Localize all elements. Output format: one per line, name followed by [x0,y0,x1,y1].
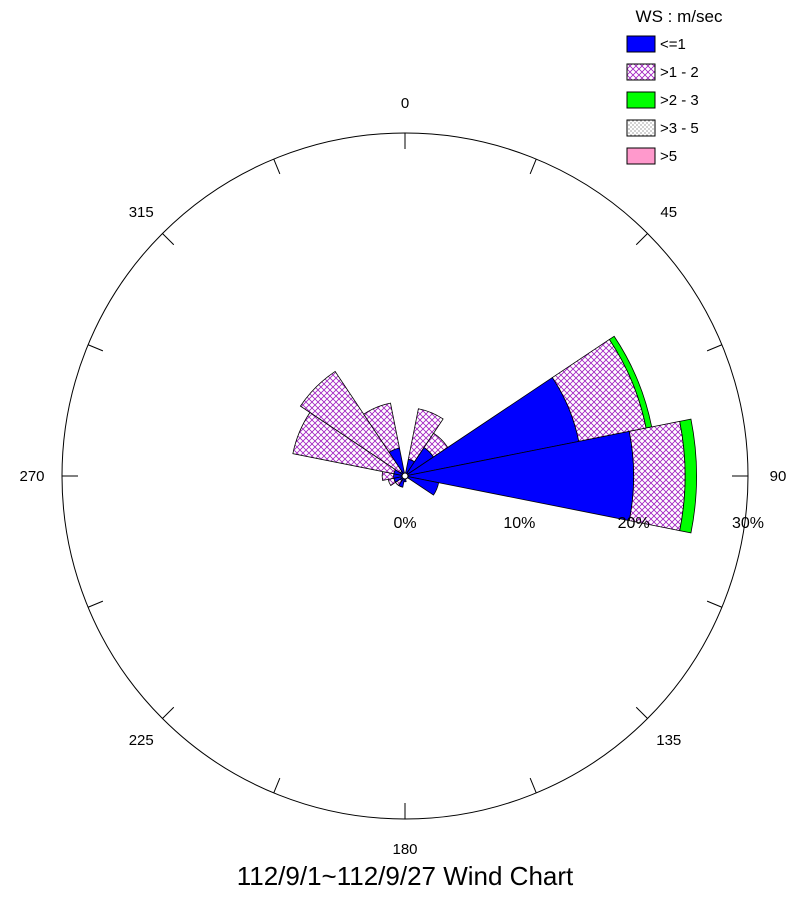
tick-mark [273,158,281,175]
sector-segment [299,370,403,474]
tick-marks [62,133,748,819]
tick-mark [87,344,104,352]
sector-group [292,335,697,534]
direction-labels: 0 45 90 135 180 225 270 315 [19,95,786,858]
legend-swatch [626,35,656,53]
chart-title: 112/9/1~112/9/27 Wind Chart [237,861,574,891]
radial-label: 30% [732,515,764,532]
sector-segment [404,475,440,496]
legend-label: <=1 [660,36,686,53]
direction-label: 270 [19,468,44,485]
tick-mark [162,706,175,719]
tick-mark [706,600,723,608]
direction-label: 315 [129,204,154,221]
radial-percent-labels: 0% 10% 20% 30% [393,515,764,532]
legend-label: >2 - 3 [660,92,699,109]
legend-title: WS : m/sec [636,7,723,26]
direction-label: 0 [401,95,409,112]
legend-swatch [626,63,656,81]
radial-label: 20% [618,515,650,532]
center-marker [401,472,409,480]
tick-mark [529,158,537,175]
sector-segment [363,402,400,453]
direction-label: 135 [656,732,681,749]
tick-mark [635,706,648,719]
direction-label: 90 [770,468,787,485]
direction-label: 180 [392,841,417,858]
tick-mark [162,233,175,246]
legend-swatch [626,147,656,165]
legend: WS : m/sec <=1 >1 - 2 >2 - 3 >3 - 5 >5 [626,7,723,165]
radial-label: 0% [393,515,416,532]
tick-mark [87,600,104,608]
tick-mark [273,777,281,794]
direction-label: 225 [129,732,154,749]
legend-swatch [626,119,656,137]
sector-segment [407,408,444,463]
tick-mark [706,344,723,352]
legend-swatch [626,91,656,109]
direction-label: 45 [660,204,677,221]
legend-label: >5 [660,148,677,165]
tick-mark [529,777,537,794]
legend-label: >3 - 5 [660,120,699,137]
radial-label: 10% [503,515,535,532]
legend-label: >1 - 2 [660,64,699,81]
sector-segment [679,418,697,534]
tick-mark [635,233,648,246]
